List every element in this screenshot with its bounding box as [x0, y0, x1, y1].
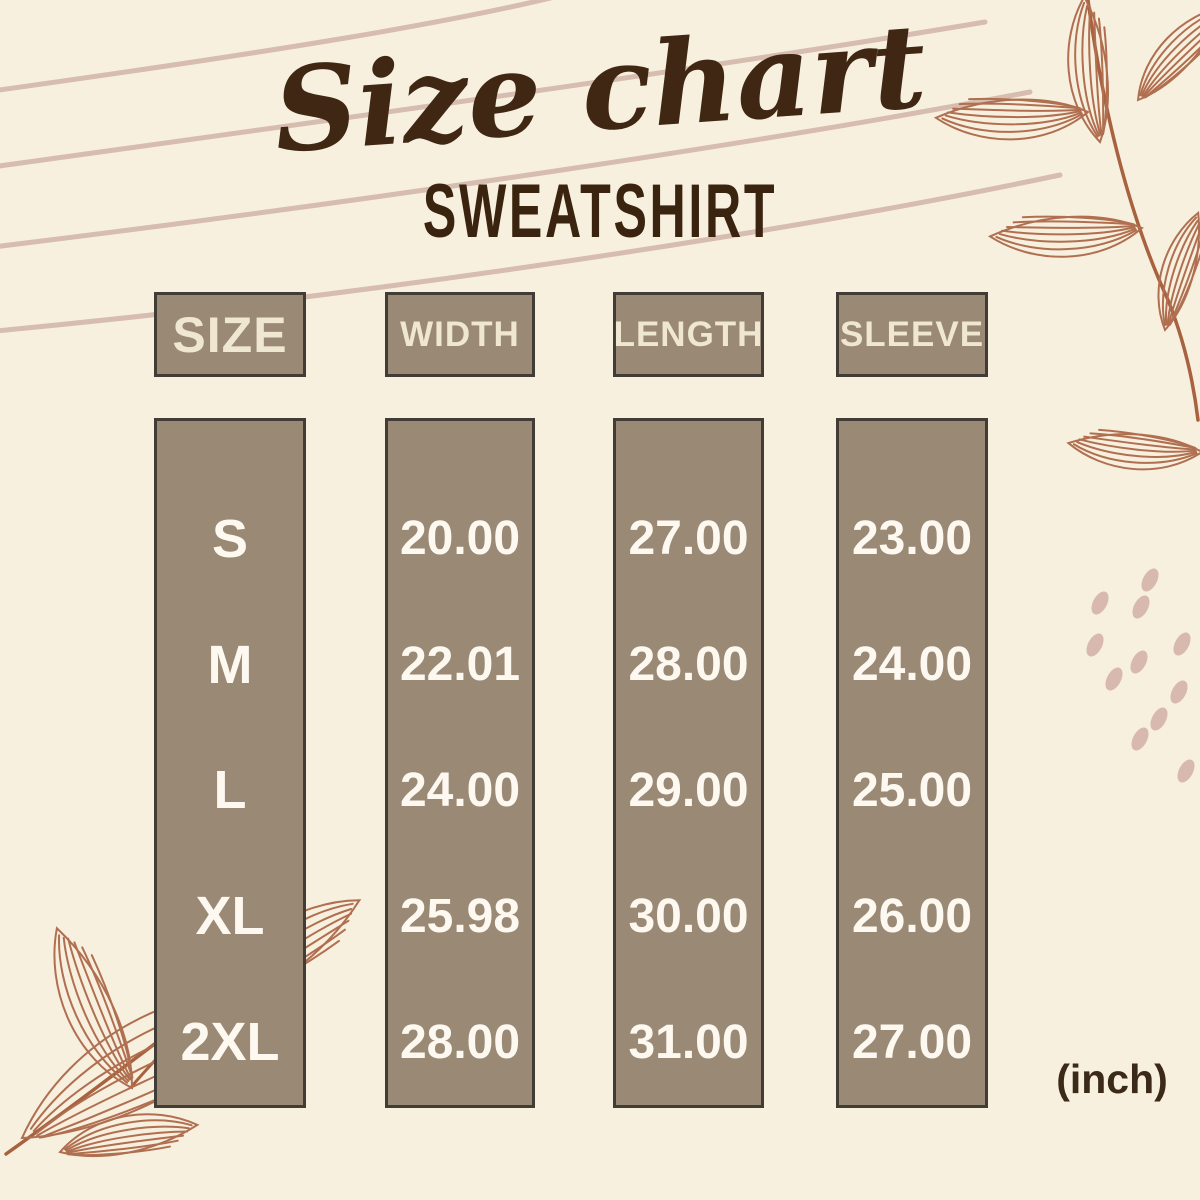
length-cell-l: 29.00 [628, 763, 749, 817]
width-cell-xl: 25.98 [399, 889, 521, 943]
column-header-sleeve: SLEEVE [836, 292, 988, 377]
sleeve-cell-m: 24.00 [851, 638, 973, 692]
column-header-size-label: SIZE [172, 306, 288, 363]
curved-lines-decoration [0, 0, 1063, 334]
column-header-length-label: LENGTH [613, 314, 764, 354]
width-cell-2xl: 28.00 [399, 1015, 521, 1069]
sleeve-cell-l: 25.00 [851, 763, 973, 817]
width-column: 20.00 22.01 24.00 25.98 28.00 [385, 418, 535, 1108]
width-cell-l: 24.00 [399, 763, 521, 817]
length-column: 27.00 28.00 29.00 30.00 31.00 [613, 418, 764, 1108]
length-cell-m: 28.00 [628, 638, 749, 692]
sleeve-column: 23.00 24.00 25.00 26.00 27.00 [836, 418, 988, 1108]
size-cell-xl: XL [195, 886, 265, 947]
sleeve-cell-s: 23.00 [851, 512, 973, 566]
top-right-leaf-branch-decoration [933, 0, 1200, 498]
column-header-width-label: WIDTH [400, 314, 520, 354]
length-cell-2xl: 31.00 [628, 1015, 749, 1069]
size-cell-l: L [213, 760, 247, 821]
column-header-sleeve-label: SLEEVE [839, 314, 985, 354]
column-header-length: LENGTH [613, 292, 764, 377]
width-cell-m: 22.01 [399, 638, 521, 692]
seed-dots-decoration [1086, 568, 1195, 783]
product-name: SWEATSHIRT [422, 169, 778, 254]
size-cell-s: S [211, 508, 249, 569]
sleeve-cell-xl: 26.00 [851, 889, 973, 943]
column-header-size: SIZE [154, 292, 306, 377]
size-column: S M L XL 2XL [154, 418, 306, 1108]
width-cell-s: 20.00 [399, 512, 521, 566]
column-header-width: WIDTH [385, 292, 535, 377]
length-cell-s: 27.00 [628, 512, 749, 566]
unit-label: (inch) [1056, 1056, 1168, 1102]
sleeve-cell-2xl: 27.00 [851, 1015, 973, 1069]
size-cell-2xl: 2XL [180, 1012, 280, 1073]
length-cell-xl: 30.00 [628, 889, 749, 943]
size-cell-m: M [207, 634, 253, 695]
